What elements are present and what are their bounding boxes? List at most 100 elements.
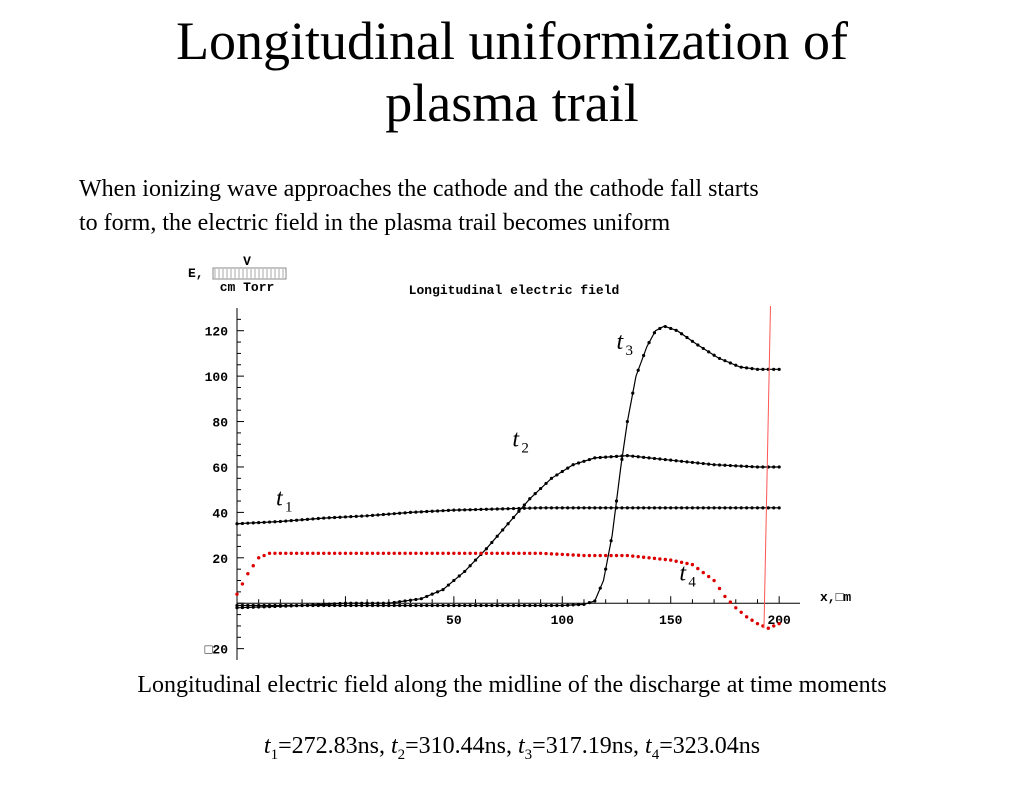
series-point-t1 <box>587 506 592 510</box>
series-point-t3 <box>284 603 288 608</box>
title-line-1: Longitudinal uniformization of <box>176 11 848 71</box>
series-point-t4 <box>452 551 456 555</box>
series-point-t2 <box>528 497 532 501</box>
series-point-t4 <box>717 586 722 591</box>
series-point-t2 <box>555 473 559 477</box>
series-point-t2 <box>745 464 749 468</box>
series-label-sub-t1: 1 <box>285 500 293 516</box>
series-point-t2 <box>761 465 765 469</box>
series-point-t2 <box>707 462 711 466</box>
series-point-t4 <box>652 556 657 561</box>
series-point-t1 <box>332 515 337 520</box>
series-point-t3 <box>392 603 396 608</box>
chart-text: Longitudinal electric field E, V cm Torr… <box>188 254 851 605</box>
series-point-t3 <box>262 603 266 608</box>
series-point-t2 <box>360 601 364 605</box>
series-point-t2 <box>631 454 635 458</box>
series-point-t2 <box>663 457 667 462</box>
time-moments-caption: t1=272.83ns, t2=310.44ns, t3=317.19ns, t… <box>263 733 761 763</box>
y-tick-label: □20 <box>205 643 229 658</box>
series-point-t2 <box>381 601 385 605</box>
series-point-t1 <box>652 506 657 510</box>
series-point-t1 <box>295 518 299 522</box>
series-point-t4 <box>663 557 668 562</box>
series-point-t1 <box>620 506 624 510</box>
series-point-t1 <box>316 516 320 521</box>
series-point-t2 <box>777 465 781 469</box>
series-point-t4 <box>414 551 418 555</box>
series-point-t4 <box>739 610 743 615</box>
series-point-t4 <box>614 553 619 558</box>
series-point-t2 <box>365 601 369 605</box>
series-label-t1: t <box>276 486 284 512</box>
series-point-t4 <box>484 551 489 555</box>
series-point-t1 <box>582 506 586 510</box>
series-point-t1 <box>707 506 711 510</box>
series-point-t2 <box>609 455 613 459</box>
series-point-t3 <box>441 603 445 608</box>
series-point-t3 <box>745 366 749 370</box>
series-point-t1 <box>479 507 483 512</box>
series-point-t3 <box>463 603 467 608</box>
series-point-t3 <box>522 603 526 608</box>
series-point-t2 <box>755 465 760 469</box>
series-point-t2 <box>723 463 727 467</box>
series-point-t2 <box>598 455 602 460</box>
series-point-t1 <box>338 515 342 519</box>
series-point-t1 <box>370 513 375 517</box>
series-point-t1 <box>669 506 673 510</box>
series-point-t4 <box>365 551 369 555</box>
time-moment-2: t2=310.44ns <box>390 733 506 763</box>
series-point-t4 <box>338 551 342 555</box>
y-tick-label: 60 <box>212 461 228 476</box>
series-point-t3 <box>408 603 413 608</box>
series-point-t3 <box>376 603 380 608</box>
series-point-t3 <box>501 603 505 608</box>
series-point-t3 <box>696 343 700 347</box>
series-point-t4 <box>777 621 781 626</box>
series-point-t2 <box>566 466 570 470</box>
series-point-t3 <box>495 603 499 608</box>
series-point-t3 <box>739 365 743 369</box>
series-point-t1 <box>327 516 331 520</box>
series-point-t3 <box>311 603 315 608</box>
series-point-t2 <box>739 464 743 468</box>
series-point-t4 <box>479 551 483 555</box>
y-tick-label: 120 <box>205 325 229 340</box>
series-point-t3 <box>479 603 483 608</box>
series-point-t4 <box>370 551 375 555</box>
series-point-t1 <box>777 506 781 510</box>
series-point-t1 <box>745 506 749 510</box>
series-point-t2 <box>398 600 402 604</box>
series-point-t4 <box>311 551 315 555</box>
series-point-t4 <box>625 553 630 558</box>
series-point-t4 <box>544 551 548 556</box>
series-point-t2 <box>501 528 505 532</box>
series-point-t1 <box>544 506 548 510</box>
series-point-t3 <box>278 603 282 608</box>
series-point-t4 <box>332 551 337 555</box>
series-point-t2 <box>522 503 526 507</box>
series-point-t4 <box>457 551 461 555</box>
series-point-t4 <box>327 551 331 555</box>
series-point-t2 <box>717 463 722 467</box>
series-point-t1 <box>452 508 456 512</box>
series-point-t3 <box>511 603 516 608</box>
x-tick-label: 100 <box>551 613 575 628</box>
series-point-t3 <box>582 602 586 606</box>
series-point-t2 <box>484 547 488 551</box>
series-point-t3 <box>484 603 488 608</box>
series-point-t4 <box>679 560 684 565</box>
series-point-t4 <box>408 551 413 555</box>
series-point-t3 <box>707 350 711 354</box>
series-point-t1 <box>490 507 494 511</box>
series-point-t3 <box>701 346 705 351</box>
series-point-t3 <box>251 603 255 608</box>
series-point-t3 <box>338 603 342 608</box>
series-point-t3 <box>712 353 716 357</box>
series-point-t2 <box>539 486 543 491</box>
series-point-t3 <box>620 457 624 461</box>
series-point-t1 <box>289 519 293 523</box>
series-point-t3 <box>663 324 667 329</box>
series-point-t1 <box>441 509 445 513</box>
